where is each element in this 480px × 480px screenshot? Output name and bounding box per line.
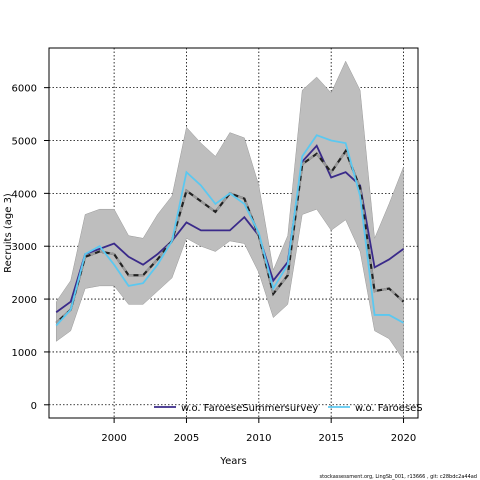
x-axis-title: Years [219, 456, 246, 467]
footer-credit: stockassessment.org, LingSb_001, r13666 … [320, 474, 477, 480]
legend: w.o. FaroeseSummersurvey w.o. FaroeseS [154, 403, 423, 414]
x-tick-label: 2000 [101, 433, 126, 444]
x-tick-label: 2015 [318, 433, 343, 444]
x-tick-label: 2005 [174, 433, 199, 444]
y-tick-label: 6000 [12, 84, 37, 95]
y-axis: 0 1000 2000 3000 4000 5000 6000 [12, 84, 49, 412]
legend-label: w.o. FaroeseS [355, 403, 423, 414]
series-line-1 [55, 144, 405, 314]
x-axis: 2000 2005 2010 2015 2020 [101, 418, 416, 444]
y-tick-label: 3000 [12, 242, 37, 253]
y-tick-label: 1000 [12, 348, 37, 359]
y-tick-label: 2000 [12, 295, 37, 306]
y-tick-label: 5000 [12, 137, 37, 148]
y-tick-label: 4000 [12, 189, 37, 200]
x-tick-label: 2010 [246, 433, 271, 444]
series-line-3 [55, 134, 404, 327]
legend-label: w.o. FaroeseSummersurvey [181, 403, 318, 414]
series-layer [55, 134, 405, 327]
y-tick-label: 0 [31, 401, 37, 412]
x-tick-label: 2020 [391, 433, 416, 444]
plot-frame [48, 47, 419, 419]
y-axis-title: Recruits (age 3) [3, 193, 14, 273]
